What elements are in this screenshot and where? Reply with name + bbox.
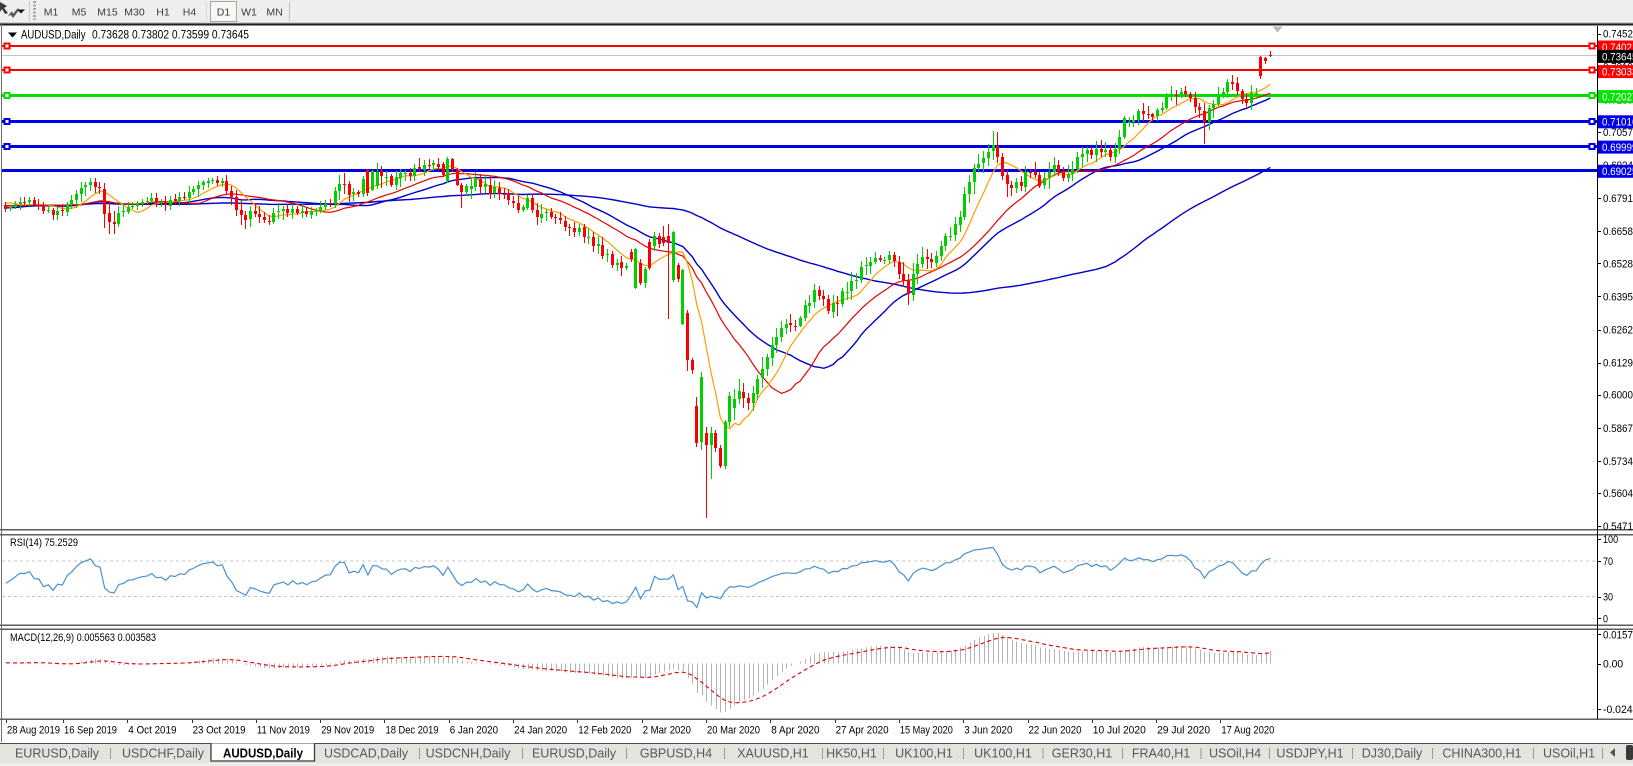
- svg-text:EURUSD,Daily: EURUSD,Daily: [15, 747, 100, 761]
- svg-text:100: 100: [1603, 534, 1618, 546]
- svg-text:8 Apr 2020: 8 Apr 2020: [771, 725, 819, 737]
- svg-text:W1: W1: [241, 7, 257, 19]
- svg-text:USDCAD,Daily: USDCAD,Daily: [324, 747, 409, 761]
- svg-text:FRA40,H1: FRA40,H1: [1132, 747, 1190, 761]
- svg-text:17 Aug 2020: 17 Aug 2020: [1221, 725, 1274, 737]
- svg-text:M5: M5: [72, 7, 87, 19]
- svg-text:28 Aug 2019: 28 Aug 2019: [7, 725, 60, 737]
- svg-text:M1: M1: [44, 7, 59, 19]
- svg-text:USDJPY,H1: USDJPY,H1: [1276, 747, 1343, 761]
- svg-text:HK50,H1: HK50,H1: [826, 747, 877, 761]
- svg-text:20 Mar 2020: 20 Mar 2020: [707, 725, 760, 737]
- svg-text:0.61295: 0.61295: [1603, 358, 1633, 370]
- svg-text:USOil,H1: USOil,H1: [1543, 747, 1595, 761]
- svg-text:10 Jul 2020: 10 Jul 2020: [1093, 725, 1146, 737]
- svg-text:0.73645: 0.73645: [1602, 51, 1633, 63]
- svg-text:USOil,H4: USOil,H4: [1209, 747, 1261, 761]
- svg-text:RSI(14) 75.2529: RSI(14) 75.2529: [10, 537, 78, 549]
- svg-text:UK100,H1: UK100,H1: [974, 747, 1032, 761]
- svg-text:0.65285: 0.65285: [1603, 258, 1633, 270]
- svg-text:11 Nov 2019: 11 Nov 2019: [257, 725, 310, 737]
- svg-text:AUDUSD,Daily: AUDUSD,Daily: [223, 747, 303, 761]
- svg-text:0.69999: 0.69999: [1602, 142, 1633, 154]
- svg-text:29 Nov 2019: 29 Nov 2019: [321, 725, 374, 737]
- svg-text:MN: MN: [266, 7, 282, 19]
- svg-text:GER30,H1: GER30,H1: [1052, 747, 1112, 761]
- svg-text:0.54715: 0.54715: [1603, 521, 1633, 533]
- svg-text:H1: H1: [156, 7, 170, 19]
- svg-text:70: 70: [1603, 556, 1613, 568]
- svg-text:0.74525: 0.74525: [1603, 28, 1633, 40]
- svg-text:XAUUSD,H1: XAUUSD,H1: [737, 747, 809, 761]
- svg-text:MACD(12,26,9) 0.005563 0.00358: MACD(12,26,9) 0.005563 0.003583: [10, 632, 156, 644]
- svg-text:0.69025: 0.69025: [1602, 166, 1633, 178]
- svg-text:0.71016: 0.71016: [1602, 117, 1633, 129]
- svg-text:0: 0: [1603, 613, 1608, 625]
- svg-text:0.63955: 0.63955: [1603, 291, 1633, 303]
- svg-text:23 Oct 2019: 23 Oct 2019: [193, 725, 246, 737]
- svg-text:GBPUSD,H4: GBPUSD,H4: [640, 747, 712, 761]
- svg-text:22 Jun 2020: 22 Jun 2020: [1029, 725, 1082, 737]
- svg-text:6 Jan 2020: 6 Jan 2020: [450, 725, 498, 737]
- svg-text:EURUSD,Daily: EURUSD,Daily: [532, 747, 617, 761]
- svg-text:0.01574: 0.01574: [1603, 629, 1633, 641]
- svg-text:0.73033: 0.73033: [1602, 67, 1633, 79]
- svg-text:15 May 2020: 15 May 2020: [900, 725, 953, 737]
- svg-text:0.62625: 0.62625: [1603, 324, 1633, 336]
- svg-text:0.72027: 0.72027: [1602, 92, 1633, 104]
- svg-text:USDCHF,Daily: USDCHF,Daily: [122, 747, 205, 761]
- svg-text:4 Oct 2019: 4 Oct 2019: [128, 725, 176, 737]
- svg-text:0.00: 0.00: [1603, 658, 1623, 670]
- svg-text:2 Mar 2020: 2 Mar 2020: [643, 725, 691, 737]
- svg-text:24 Jan 2020: 24 Jan 2020: [514, 725, 567, 737]
- svg-text:DJ30,Daily: DJ30,Daily: [1362, 747, 1423, 761]
- svg-text:D1: D1: [217, 7, 231, 19]
- svg-text:USDCNH,Daily: USDCNH,Daily: [426, 747, 511, 761]
- svg-text:-0.0244: -0.0244: [1603, 704, 1633, 716]
- svg-text:AUDUSD,Daily: AUDUSD,Daily: [21, 28, 86, 42]
- svg-text:30: 30: [1603, 592, 1613, 604]
- svg-text:M30: M30: [124, 7, 145, 19]
- svg-text:0.73628 0.73802 0.73599 0.7364: 0.73628 0.73802 0.73599 0.73645: [92, 28, 249, 42]
- svg-text:16 Sep 2019: 16 Sep 2019: [64, 725, 117, 737]
- svg-text:12 Feb 2020: 12 Feb 2020: [578, 725, 631, 737]
- svg-text:0.56045: 0.56045: [1603, 488, 1633, 500]
- svg-text:CHINA300,H1: CHINA300,H1: [1442, 747, 1521, 761]
- svg-text:M15: M15: [97, 7, 118, 19]
- svg-text:18 Dec 2019: 18 Dec 2019: [386, 725, 439, 737]
- svg-text:29 Jul 2020: 29 Jul 2020: [1157, 725, 1210, 737]
- svg-text:3 Jun 2020: 3 Jun 2020: [964, 725, 1012, 737]
- svg-text:27 Apr 2020: 27 Apr 2020: [836, 725, 889, 737]
- svg-text:H4: H4: [183, 7, 197, 19]
- svg-text:UK100,H1: UK100,H1: [895, 747, 953, 761]
